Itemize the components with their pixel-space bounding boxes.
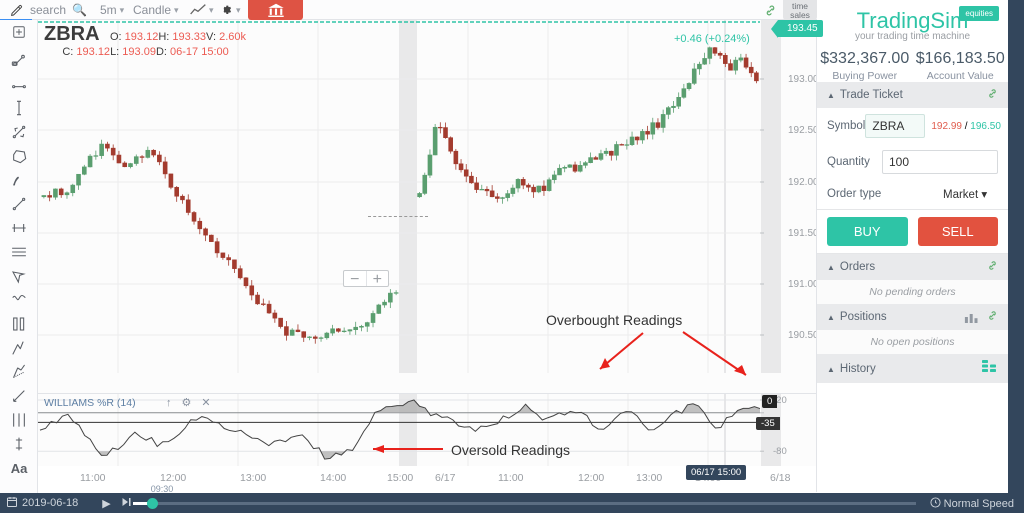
svg-text:192.00: 192.00 <box>788 177 817 188</box>
svg-text:191.00: 191.00 <box>788 279 817 290</box>
svg-text:191.50: 191.50 <box>788 228 817 239</box>
svg-text:190.50: 190.50 <box>788 330 817 341</box>
svg-text:-80: -80 <box>773 446 787 457</box>
svg-text:192.50: 192.50 <box>788 125 817 136</box>
svg-text:193.00: 193.00 <box>788 74 817 85</box>
